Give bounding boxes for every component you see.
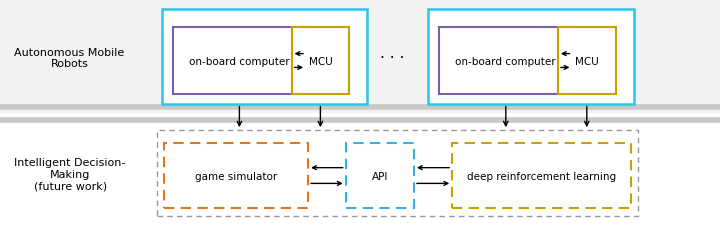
FancyBboxPatch shape [428, 10, 634, 104]
FancyBboxPatch shape [439, 27, 572, 95]
Bar [0, 0, 720, 113]
Text: · · ·: · · · [380, 51, 405, 66]
Text: game simulator: game simulator [195, 171, 277, 181]
FancyBboxPatch shape [173, 27, 306, 95]
Text: MCU: MCU [575, 56, 598, 66]
FancyBboxPatch shape [157, 131, 638, 216]
FancyBboxPatch shape [162, 10, 367, 104]
Text: API: API [372, 171, 388, 181]
Text: on-board computer: on-board computer [189, 56, 289, 66]
Text: on-board computer: on-board computer [456, 56, 556, 66]
FancyBboxPatch shape [292, 27, 349, 95]
FancyBboxPatch shape [346, 143, 414, 208]
Text: Intelligent Decision-
Making
(future work): Intelligent Decision- Making (future wor… [14, 158, 126, 191]
FancyBboxPatch shape [164, 143, 308, 208]
Text: Autonomous Mobile
Robots: Autonomous Mobile Robots [14, 48, 125, 69]
Text: deep reinforcement learning: deep reinforcement learning [467, 171, 616, 181]
FancyBboxPatch shape [452, 143, 631, 208]
Text: MCU: MCU [309, 56, 332, 66]
FancyBboxPatch shape [558, 27, 616, 95]
